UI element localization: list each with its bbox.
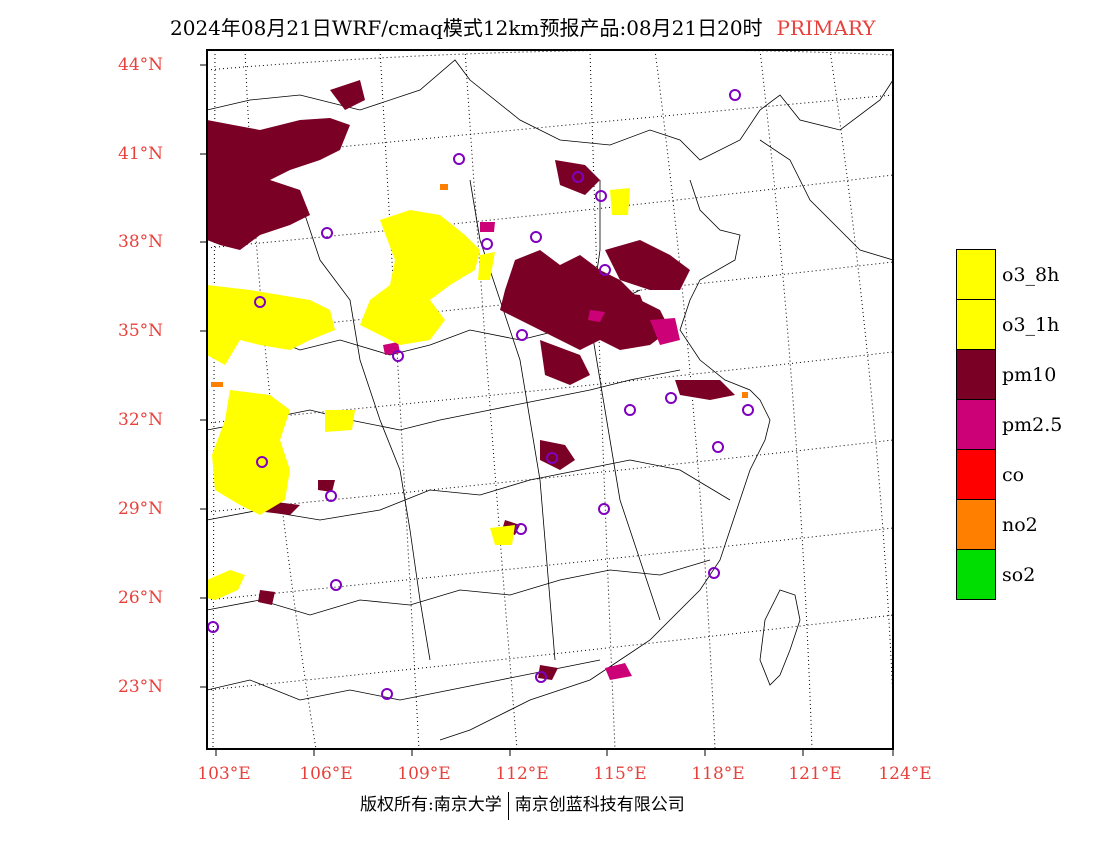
title-text: 2024年08月21日WRF/cmaq模式12km预报产品:08月21日20时 (170, 16, 763, 40)
city-marker (453, 153, 465, 165)
city-marker (595, 190, 607, 202)
axis-ticks (200, 64, 894, 756)
footer-divider (507, 791, 509, 820)
legend-label: co (1002, 464, 1025, 486)
lat-label: 26°N (118, 588, 164, 608)
lon-label: 124°E (878, 764, 932, 784)
pollution-field-no2 (211, 184, 748, 398)
city-marker (481, 238, 493, 250)
legend-swatch (956, 549, 996, 600)
city-marker (708, 567, 720, 579)
legend-label: pm2.5 (1002, 414, 1063, 436)
city-marker (516, 329, 528, 341)
legend-label: o3_8h (1002, 264, 1060, 286)
city-marker (546, 452, 558, 464)
primary-tag: PRIMARY (776, 16, 876, 40)
city-marker (665, 392, 677, 404)
legend-swatch (956, 349, 996, 400)
city-marker (256, 456, 268, 468)
map-frame (206, 49, 894, 750)
city-marker (321, 227, 333, 239)
city-marker (330, 579, 342, 591)
lon-label: 115°E (593, 764, 647, 784)
legend-swatch (956, 499, 996, 550)
legend-label: so2 (1002, 564, 1036, 586)
copyright-left: 版权所有:南京大学 (360, 795, 502, 815)
map-title: 2024年08月21日WRF/cmaq模式12km预报产品:08月21日20时 P… (170, 12, 876, 41)
lat-label: 41°N (118, 144, 164, 164)
legend-swatch (956, 449, 996, 500)
legend-label: o3_1h (1002, 314, 1060, 336)
city-marker (712, 441, 724, 453)
lat-label: 38°N (118, 232, 164, 252)
city-marker (624, 404, 636, 416)
lat-label: 35°N (118, 321, 164, 341)
city-marker (535, 671, 547, 683)
pollution-field-pm10 (207, 80, 735, 680)
lat-label: 23°N (118, 677, 164, 697)
city-marker (381, 688, 393, 700)
city-marker (325, 490, 337, 502)
city-marker (254, 296, 266, 308)
lon-label: 112°E (495, 764, 549, 784)
legend-swatch (956, 399, 996, 450)
city-marker (742, 404, 754, 416)
lat-label: 32°N (118, 410, 164, 430)
city-marker (572, 171, 584, 183)
lon-label: 106°E (299, 764, 353, 784)
legend-swatch (956, 299, 996, 350)
copyright-right: 南京创蓝科技有限公司 (514, 795, 685, 815)
legend-swatch (956, 249, 996, 300)
lat-label: 44°N (118, 55, 164, 75)
legend-label: no2 (1002, 514, 1038, 536)
city-marker (515, 523, 527, 535)
pollution-field-o3 (207, 188, 630, 600)
city-marker (530, 231, 542, 243)
city-markers (207, 89, 754, 700)
lon-label: 109°E (397, 764, 451, 784)
city-marker (392, 350, 404, 362)
city-marker (598, 503, 610, 515)
city-marker (729, 89, 741, 101)
lon-label: 121°E (788, 764, 842, 784)
copyright-footer: 版权所有:南京大学 南京创蓝科技有限公司 (360, 790, 685, 820)
city-marker (599, 264, 611, 276)
lat-label: 29°N (118, 499, 164, 519)
lon-label: 118°E (691, 764, 745, 784)
legend-label: pm10 (1002, 364, 1057, 386)
lon-label: 103°E (197, 764, 251, 784)
